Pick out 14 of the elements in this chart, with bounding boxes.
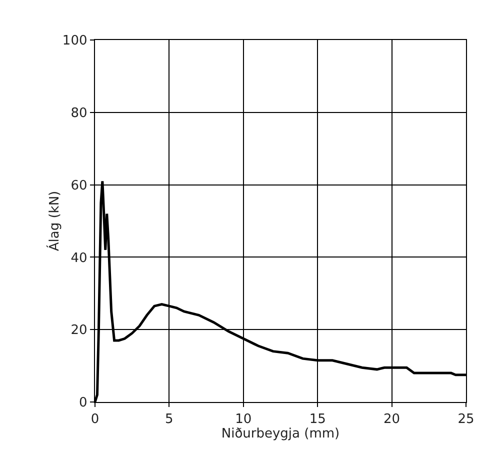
y-tick-label: 20 <box>70 323 88 338</box>
y-tick-label: 100 <box>62 34 88 49</box>
x-axis-title: Niðurbeygja (mm) <box>221 426 340 442</box>
x-tick-label: 15 <box>309 412 326 427</box>
x-tick-label: 5 <box>165 412 174 427</box>
y-axis-title: Álag (kN) <box>46 190 63 252</box>
x-tick-label: 0 <box>90 412 100 427</box>
y-tick-label: 40 <box>70 250 88 266</box>
x-tick-label: 25 <box>458 412 474 427</box>
x-tick-label: 10 <box>235 412 252 427</box>
x-tick-label: 20 <box>384 412 400 427</box>
y-tick-label: 60 <box>70 178 88 194</box>
y-tick-label: 80 <box>70 106 88 121</box>
y-tick-label: 0 <box>78 396 88 411</box>
